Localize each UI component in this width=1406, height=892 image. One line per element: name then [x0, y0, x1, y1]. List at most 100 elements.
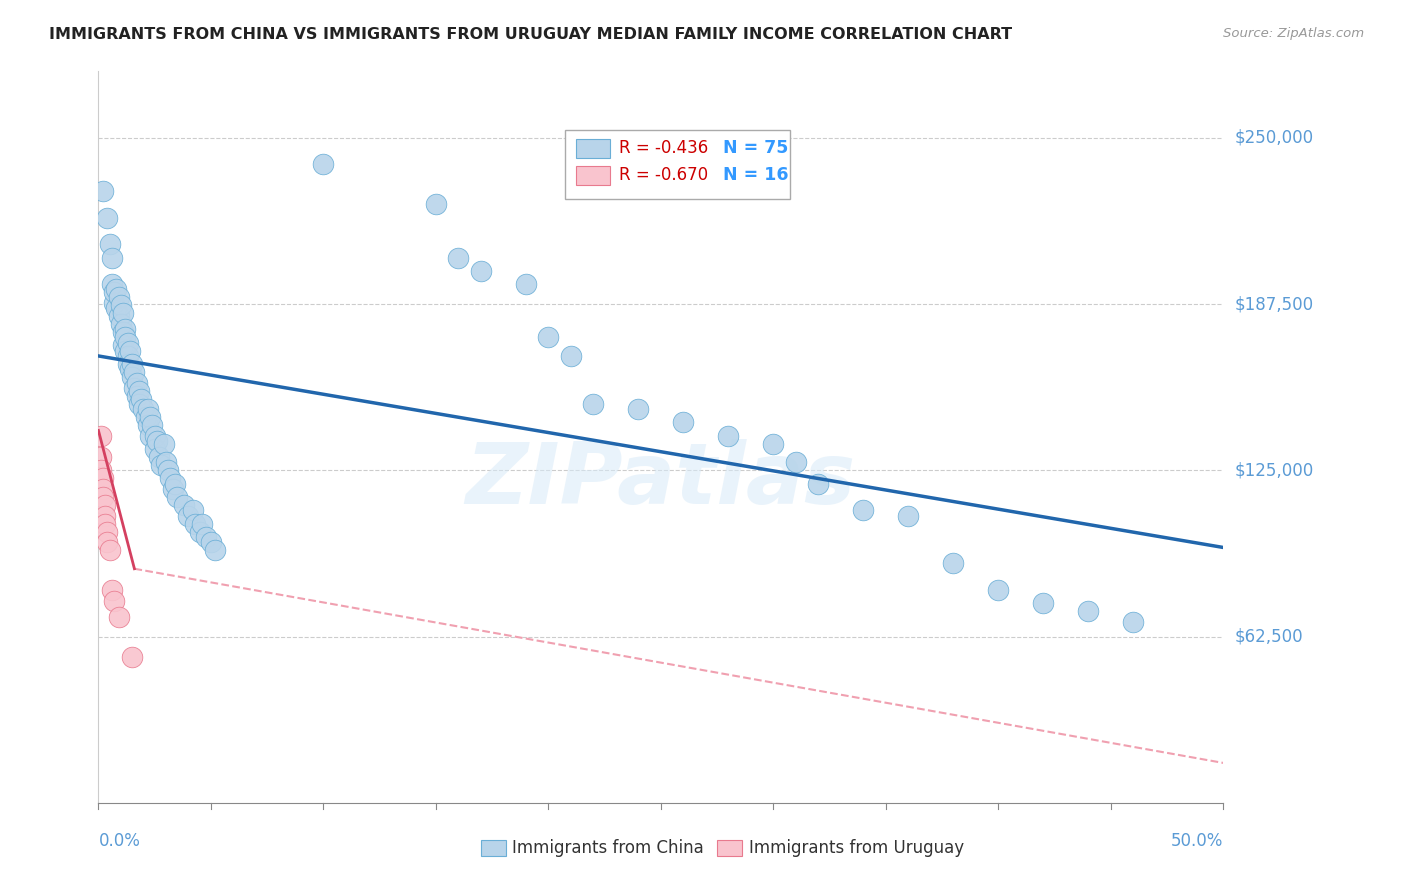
Point [181, 503, 204, 517]
Point [195, 530, 218, 544]
Text: R = -0.436: R = -0.436 [619, 139, 709, 157]
Point [672, 416, 695, 430]
Point [107, 309, 129, 323]
Point [96, 211, 118, 225]
Text: 50.0%: 50.0% [1171, 832, 1223, 850]
Point [560, 349, 582, 363]
Point [762, 436, 785, 450]
FancyBboxPatch shape [565, 130, 790, 199]
Point [125, 376, 148, 390]
Point [114, 330, 136, 344]
Text: Source: ZipAtlas.com: Source: ZipAtlas.com [1223, 27, 1364, 40]
Point [132, 402, 155, 417]
Point [312, 157, 335, 171]
Point [91, 471, 114, 485]
Point [177, 508, 200, 523]
Point [128, 384, 150, 398]
Point [191, 516, 214, 531]
Point [155, 455, 177, 469]
Point [139, 410, 162, 425]
Point [112, 338, 135, 352]
Point [582, 397, 605, 411]
Point [110, 298, 132, 312]
Point [124, 381, 146, 395]
Point [90, 450, 112, 464]
Point [101, 277, 124, 292]
Text: R = -0.670: R = -0.670 [619, 166, 709, 185]
Point [101, 582, 124, 597]
FancyBboxPatch shape [717, 840, 742, 856]
Point [146, 434, 169, 448]
Point [139, 429, 162, 443]
Text: 0.0%: 0.0% [98, 832, 141, 850]
Point [162, 482, 184, 496]
Point [118, 362, 141, 376]
Point [103, 593, 125, 607]
Point [717, 429, 740, 443]
Point [807, 476, 830, 491]
Point [124, 365, 146, 379]
Point [627, 402, 650, 417]
Point [188, 524, 211, 539]
Point [166, 490, 188, 504]
Point [121, 357, 143, 371]
Point [101, 251, 124, 265]
Point [94, 498, 117, 512]
Point [148, 450, 170, 464]
Point [136, 418, 159, 433]
Point [91, 184, 114, 198]
Point [91, 490, 114, 504]
Point [987, 582, 1010, 597]
FancyBboxPatch shape [576, 166, 610, 185]
Point [96, 535, 118, 549]
Point [105, 301, 128, 315]
Point [173, 498, 195, 512]
Point [112, 325, 135, 339]
FancyBboxPatch shape [576, 138, 610, 158]
Point [141, 418, 163, 433]
Text: $187,500: $187,500 [1234, 295, 1313, 313]
Point [152, 436, 174, 450]
Text: IMMIGRANTS FROM CHINA VS IMMIGRANTS FROM URUGUAY MEDIAN FAMILY INCOME CORRELATIO: IMMIGRANTS FROM CHINA VS IMMIGRANTS FROM… [49, 27, 1012, 42]
Point [121, 649, 143, 664]
Text: $250,000: $250,000 [1234, 128, 1313, 147]
Point [94, 516, 117, 531]
Point [125, 389, 148, 403]
Point [105, 283, 128, 297]
Text: N = 75: N = 75 [723, 139, 787, 157]
Point [150, 458, 173, 472]
Point [118, 343, 141, 358]
Point [1077, 604, 1099, 618]
Point [117, 349, 139, 363]
Point [425, 197, 447, 211]
Point [110, 317, 132, 331]
Point [157, 463, 180, 477]
Point [204, 543, 226, 558]
Point [98, 237, 121, 252]
Point [515, 277, 537, 292]
Point [785, 455, 807, 469]
Point [107, 609, 129, 624]
Point [136, 402, 159, 417]
Point [200, 535, 222, 549]
Point [447, 251, 470, 265]
Point [117, 357, 139, 371]
Point [143, 429, 166, 443]
Text: $62,500: $62,500 [1234, 628, 1303, 646]
Point [942, 557, 965, 571]
Text: ZIPatlas: ZIPatlas [465, 440, 856, 523]
Text: $125,000: $125,000 [1234, 461, 1313, 479]
Point [1122, 615, 1144, 629]
Point [90, 463, 112, 477]
Point [143, 442, 166, 456]
Point [135, 410, 157, 425]
Point [129, 392, 152, 406]
Point [117, 335, 139, 350]
Text: N = 16: N = 16 [723, 166, 789, 185]
Point [128, 397, 150, 411]
Point [163, 476, 186, 491]
Point [852, 503, 875, 517]
Point [114, 322, 136, 336]
Point [159, 471, 181, 485]
Point [1032, 596, 1054, 610]
